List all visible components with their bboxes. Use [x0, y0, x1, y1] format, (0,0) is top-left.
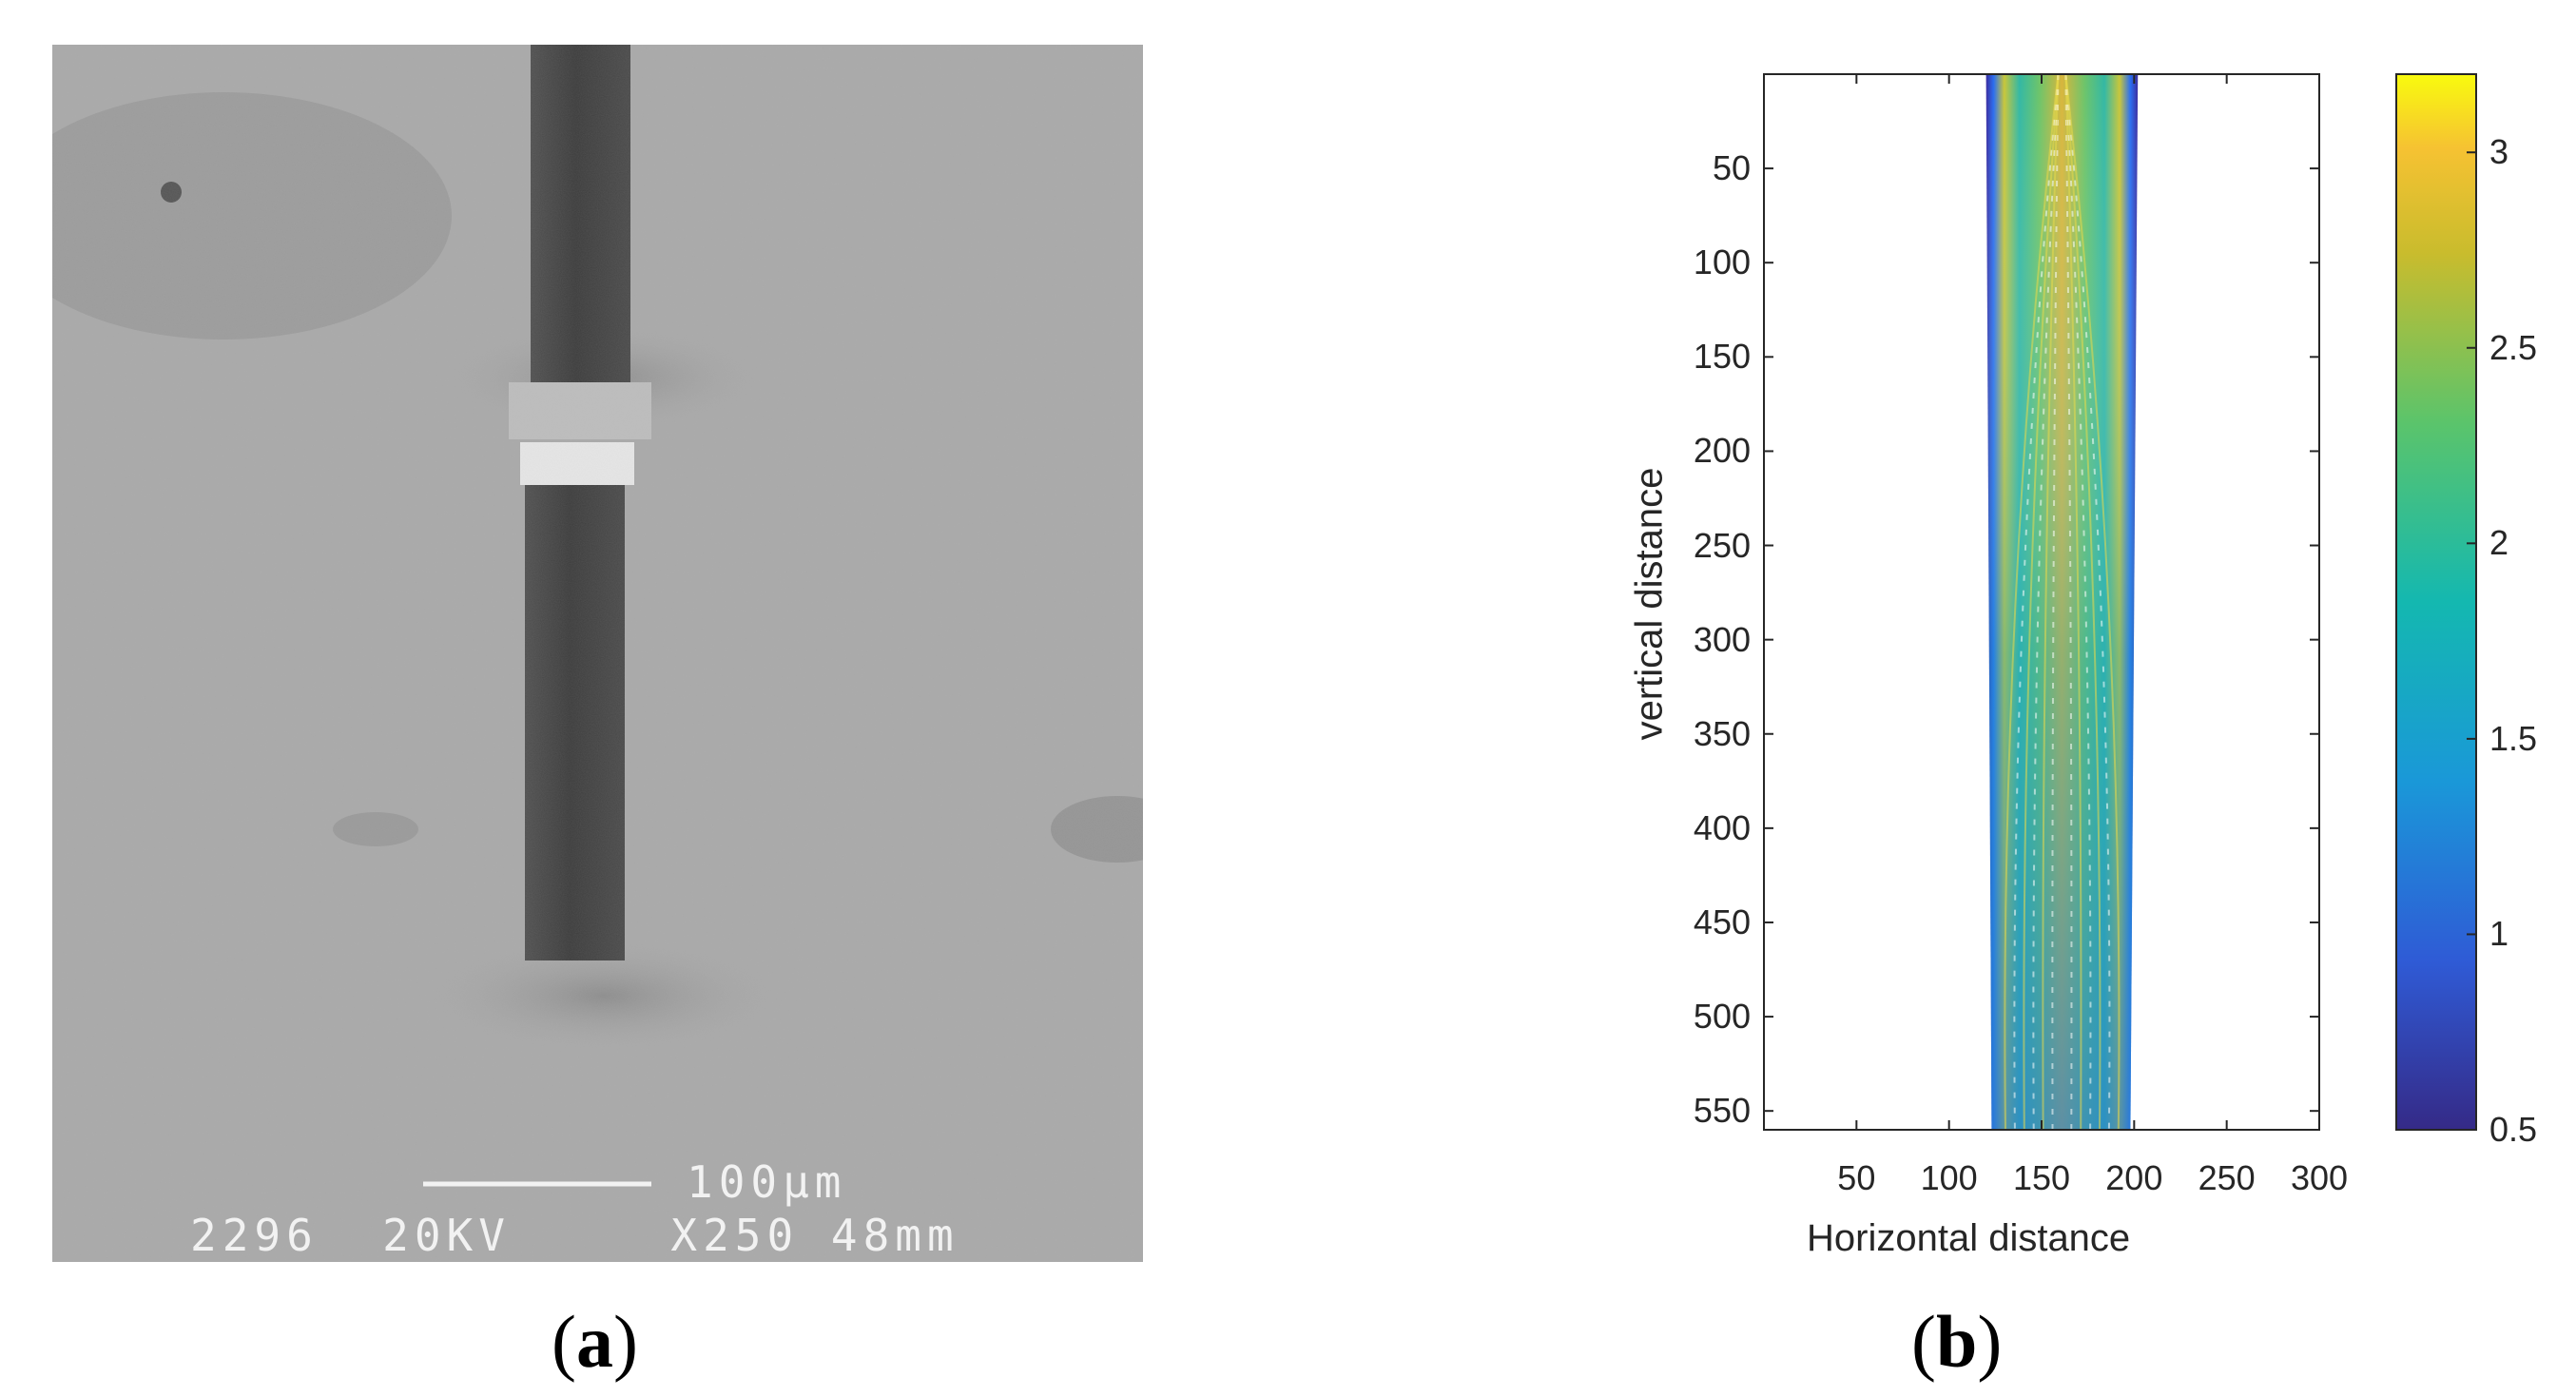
y-tick-label: 400: [1693, 807, 1751, 847]
y-tick-label: 200: [1693, 431, 1751, 471]
x-tick-label: 250: [2198, 1158, 2256, 1197]
x-tick-label: 100: [1920, 1158, 1978, 1197]
x-tick-label: 300: [2290, 1158, 2349, 1197]
x-tick-label: 150: [2012, 1158, 2071, 1197]
sem-micrograph: [52, 45, 1143, 1262]
y-tick-label: 350: [1693, 713, 1751, 753]
panel-label-a: (a): [552, 1300, 638, 1383]
heatmap-band-shading: [1985, 74, 2139, 1130]
y-axis-title: vertical distance: [1628, 467, 1671, 741]
colorbar-tick-label: 3: [2489, 132, 2509, 172]
colorbar-tick-marks: [2467, 151, 2476, 1131]
heatmap-contour-line: [2051, 73, 2060, 1131]
heatmap-contour-line: [2064, 73, 2082, 1131]
y-tick-label: 300: [1693, 619, 1751, 659]
panel-letter-b: b: [1935, 1300, 1978, 1383]
y-tick-label: 500: [1693, 997, 1751, 1037]
sem-info-line: 2296 20KV X250 48mm: [190, 1210, 959, 1261]
y-tick-label: 250: [1693, 525, 1751, 565]
x-tick-marks: [1855, 74, 2320, 1130]
plot-axes-box: [1763, 73, 2320, 1131]
heatmap-contour-line: [2004, 73, 2060, 1131]
x-tick-label: 200: [2105, 1158, 2163, 1197]
heatmap-contour-line: [2032, 73, 2060, 1131]
heatmap-contour-line: [2064, 73, 2073, 1131]
sem-grain: [52, 45, 1143, 1262]
y-tick-label: 100: [1693, 243, 1751, 282]
heatmap-contour-line: [2013, 73, 2060, 1131]
colorbar-tick-label: 0.5: [2489, 1110, 2538, 1149]
colorbar-tick-label: 1: [2489, 914, 2509, 954]
x-axis-title: Horizontal distance: [1807, 1217, 2131, 1259]
colorbar-tick-label: 1.5: [2489, 718, 2538, 758]
colorbar-tick-label: 2.5: [2489, 327, 2538, 367]
heatmap-contour-line: [2023, 73, 2060, 1131]
scale-bar-label: 100µm: [687, 1156, 847, 1208]
y-tick-marks: [1764, 167, 2319, 1113]
colorbar: [2395, 73, 2477, 1131]
heatmap-contour-line: [2042, 73, 2060, 1131]
panel-letter-a: a: [575, 1300, 613, 1383]
heatmap-contour-line: [2064, 73, 2121, 1131]
heatmap-contour-line: [2064, 73, 2092, 1131]
x-tick-label: 50: [1837, 1158, 1876, 1197]
heatmap-data-layer: [1985, 73, 2139, 1131]
heatmap-contour-line: [2064, 73, 2101, 1131]
colorbar-tick-label: 2: [2489, 523, 2509, 563]
heatmap-contour-line: [2064, 73, 2111, 1131]
y-tick-label: 150: [1693, 337, 1751, 377]
y-tick-label: 50: [1712, 148, 1751, 188]
y-tick-label: 550: [1693, 1091, 1751, 1131]
panel-label-b: (b): [1911, 1300, 2003, 1383]
y-tick-label: 450: [1693, 902, 1751, 941]
heatmap-band: [1985, 74, 2139, 1130]
